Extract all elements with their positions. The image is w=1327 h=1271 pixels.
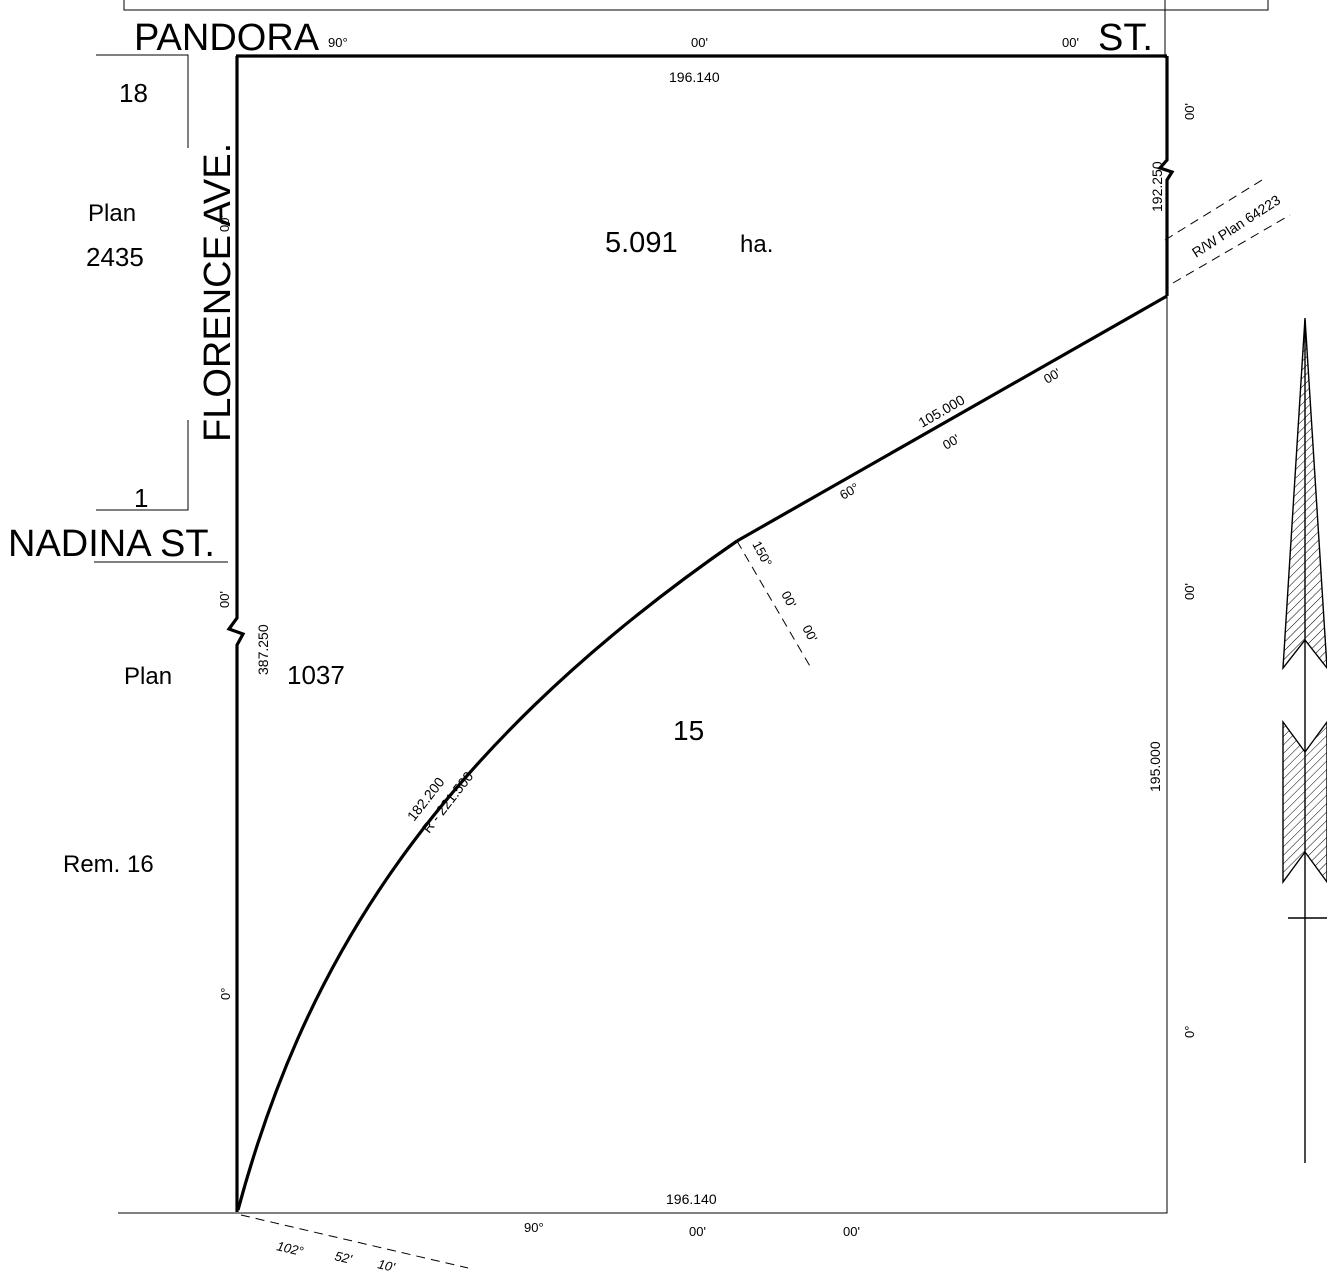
row-line-lower bbox=[1172, 214, 1291, 284]
bottom-bearing-degrees: 90° bbox=[524, 1220, 544, 1235]
sw-bearing-line bbox=[240, 1214, 469, 1269]
chord-boundary bbox=[736, 294, 1168, 543]
bottom-bearing-seconds: 00' bbox=[843, 1224, 860, 1239]
street-suffix-st: ST. bbox=[1098, 17, 1153, 59]
plan-number: 2435 bbox=[86, 242, 144, 272]
right-of-way-label: R/W Plan 64223 bbox=[1189, 191, 1283, 260]
area-value: 5.091 bbox=[605, 227, 678, 259]
parcel-left-boundary bbox=[226, 56, 246, 1212]
right-upper-length: 192.250 bbox=[1149, 161, 1165, 212]
chord-bearing-seconds: 00' bbox=[1041, 365, 1063, 386]
radial-bearing-minutes: 00' bbox=[778, 588, 799, 610]
street-name-florence: FLORENCE AVE. bbox=[197, 143, 239, 442]
top-bearing-seconds: 00' bbox=[1062, 35, 1079, 50]
lot-18-boundary bbox=[96, 54, 189, 148]
plan-label: Plan bbox=[124, 663, 172, 690]
row-line-upper bbox=[1164, 179, 1263, 241]
parcel-bottom-boundary bbox=[237, 296, 1168, 1214]
right-bearing-top: 00' bbox=[1182, 103, 1197, 120]
top-bearing-degrees: 90° bbox=[328, 35, 348, 50]
lot-15-label: 15 bbox=[673, 715, 704, 746]
frame-line bbox=[123, 0, 1269, 11]
left-bearing-lower: 0° bbox=[218, 988, 233, 1000]
lot-1-boundary bbox=[96, 420, 189, 511]
remainder-16-label: Rem. 16 bbox=[63, 851, 154, 878]
lot-18-label: 18 bbox=[119, 78, 148, 108]
plan-number: 1037 bbox=[287, 660, 345, 690]
right-lower-length: 195.000 bbox=[1147, 741, 1163, 792]
right-bearing-mid: 00' bbox=[1182, 583, 1197, 600]
left-bearing-mid: 00' bbox=[217, 591, 232, 608]
radial-line bbox=[736, 540, 812, 669]
top-length: 196.140 bbox=[669, 69, 720, 85]
parcel-right-boundary bbox=[1157, 56, 1175, 296]
top-bearing-minutes: 00' bbox=[691, 35, 708, 50]
radial-bearing-degrees: 150° bbox=[749, 538, 775, 569]
right-bearing-lower: 0° bbox=[1182, 1026, 1197, 1038]
lot-1-label: 1 bbox=[134, 483, 148, 513]
radial-bearing-seconds: 00' bbox=[799, 622, 820, 644]
sw-bearing-minutes: 52' bbox=[333, 1248, 353, 1267]
plan-label: Plan bbox=[88, 200, 136, 227]
left-bearing-upper: 00' bbox=[217, 215, 232, 232]
bottom-bearing-minutes: 00' bbox=[689, 1224, 706, 1239]
north-arrow-icon bbox=[1282, 317, 1327, 1163]
sw-bearing-seconds: 10' bbox=[376, 1256, 396, 1271]
street-name-pandora: PANDORA bbox=[134, 17, 320, 59]
curve-boundary bbox=[236, 539, 738, 1211]
chord-bearing-minutes: 00' bbox=[940, 431, 962, 452]
bottom-length: 196.140 bbox=[666, 1191, 717, 1207]
area-unit: ha. bbox=[740, 231, 773, 258]
street-name-nadina: NADINA ST. bbox=[8, 523, 215, 565]
sw-bearing-degrees: 102° bbox=[275, 1238, 305, 1259]
left-length: 387.250 bbox=[255, 624, 271, 675]
